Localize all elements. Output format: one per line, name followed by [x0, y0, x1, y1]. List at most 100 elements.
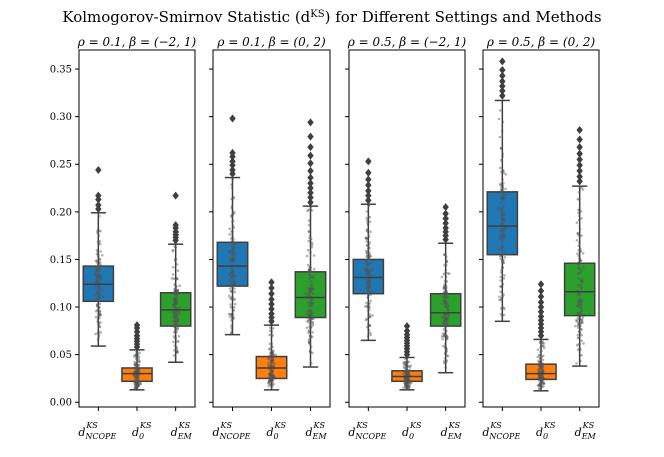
strip-point	[578, 208, 581, 211]
strip-points	[227, 117, 237, 335]
strip-point	[311, 351, 314, 355]
strip-point	[311, 302, 315, 305]
strip-point	[174, 316, 177, 319]
strip-point	[444, 300, 447, 303]
box-1	[352, 157, 385, 342]
strip-point	[538, 357, 542, 360]
strip-point	[366, 295, 370, 299]
strip-point	[231, 275, 234, 279]
strip-point	[171, 266, 175, 269]
strip-point	[272, 376, 276, 379]
strip-point	[443, 333, 447, 337]
strip-point	[501, 184, 505, 187]
strip-point	[540, 380, 544, 383]
strip-point	[174, 316, 177, 320]
strip-point	[443, 286, 446, 289]
strip-point	[366, 268, 370, 271]
category-label-base: d	[267, 426, 274, 439]
strip-point	[96, 254, 100, 258]
strip-point	[500, 158, 503, 162]
strip-point	[93, 280, 97, 284]
strip-point	[135, 366, 138, 370]
strip-point	[366, 305, 370, 309]
strip-point	[403, 371, 407, 374]
outlier-marker	[442, 203, 449, 212]
strip-point	[579, 313, 583, 316]
category-label-subscript: EM	[581, 432, 597, 441]
strip-point	[539, 363, 542, 367]
strip-point	[96, 321, 100, 324]
strip-point	[369, 299, 373, 303]
strip-point	[97, 264, 100, 268]
outlier-marker	[537, 307, 545, 316]
strip-point	[97, 261, 100, 265]
strip-point	[96, 278, 99, 282]
strip-point	[366, 223, 370, 226]
strip-point	[177, 340, 180, 343]
strip-point	[97, 334, 101, 337]
strip-point	[444, 301, 447, 305]
strip-point	[447, 313, 450, 316]
strip-point	[269, 372, 272, 376]
strip-point	[308, 341, 311, 345]
strip-point	[273, 375, 276, 379]
category-label-base: d	[402, 426, 409, 439]
strip-point	[500, 222, 503, 226]
strip-point	[96, 264, 100, 268]
strip-point	[367, 250, 371, 254]
strip-point	[271, 356, 274, 359]
strip-point	[233, 279, 236, 283]
strip-point	[407, 384, 410, 388]
strip-point	[539, 364, 543, 368]
strip-point	[230, 272, 234, 276]
strip-point	[442, 291, 446, 295]
strip-point	[309, 283, 312, 286]
strip-point	[270, 373, 274, 377]
strip-point	[406, 378, 410, 381]
strip-point	[96, 308, 99, 312]
strip-point	[268, 347, 272, 350]
strip-point	[132, 366, 136, 370]
strip-point	[173, 291, 177, 295]
strip-point	[578, 342, 582, 346]
strip-point	[502, 230, 505, 233]
strip-point	[367, 262, 371, 265]
strip-point	[98, 285, 101, 289]
strip-point	[270, 360, 273, 363]
strip-point	[443, 298, 446, 302]
category-label: d0	[132, 426, 144, 441]
strip-point	[230, 215, 233, 218]
strip-point	[405, 372, 408, 375]
outlier-marker	[95, 201, 102, 210]
strip-point	[232, 245, 236, 248]
strip-point	[403, 363, 407, 367]
strip-point	[367, 281, 371, 284]
iqr-box	[563, 262, 596, 317]
strip-point	[230, 205, 233, 208]
strip-point	[310, 317, 314, 321]
outlier-marker	[307, 151, 314, 160]
category-label-subscript: EM	[447, 432, 463, 441]
strip-point	[95, 278, 98, 282]
strip-point	[270, 385, 274, 389]
strip-point	[499, 183, 502, 187]
strip-point	[98, 273, 101, 276]
outlier-marker	[307, 159, 314, 168]
strip-point	[176, 288, 180, 292]
strip-point	[97, 275, 100, 278]
strip-point	[539, 375, 543, 378]
strip-point	[308, 268, 311, 272]
strip-point	[578, 234, 582, 238]
strip-point	[97, 274, 100, 277]
strip-point	[173, 298, 177, 302]
strip-point	[368, 324, 372, 327]
strip-point	[174, 326, 177, 329]
strip-point	[133, 370, 137, 373]
strip-point	[272, 364, 276, 368]
strip-point	[231, 308, 235, 312]
outlier-marker	[307, 198, 314, 207]
strip-point	[133, 366, 137, 370]
strip-point	[97, 298, 101, 302]
strip-point	[582, 342, 585, 345]
